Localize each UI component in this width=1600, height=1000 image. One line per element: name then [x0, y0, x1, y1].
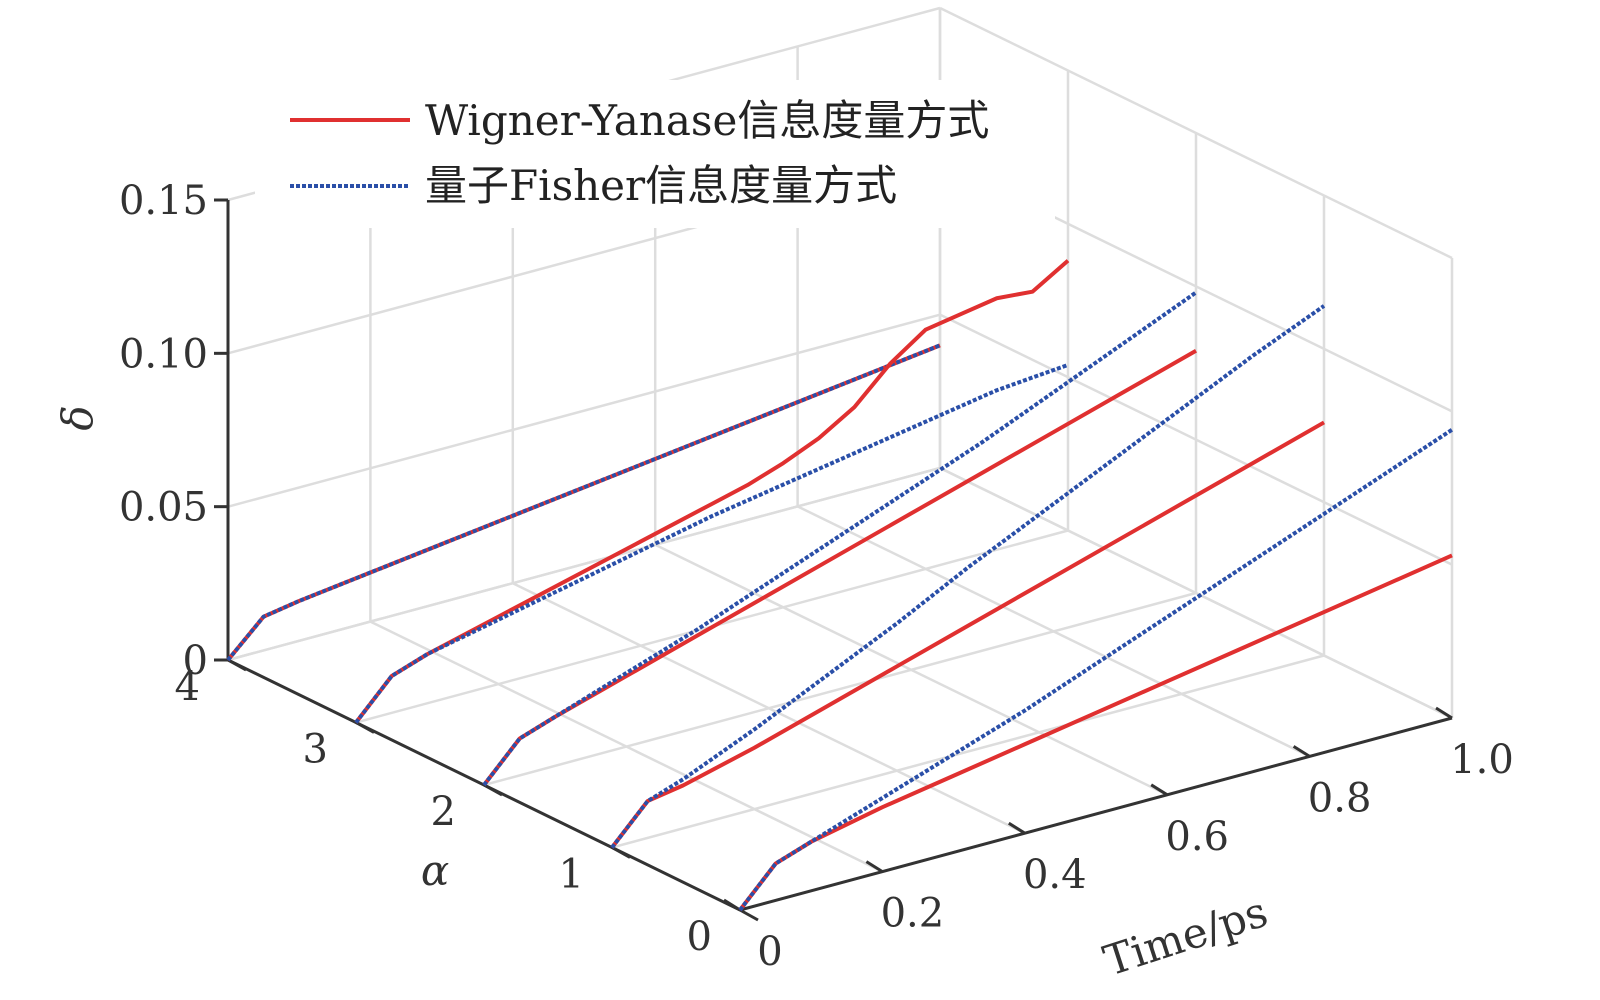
- x-tick-mark: [865, 860, 884, 873]
- x-tick-mark: [1008, 821, 1026, 835]
- wy-series-line-alpha-3: [354, 259, 1070, 724]
- z-tick-label: 0: [183, 638, 208, 684]
- floor-grid-line: [611, 654, 1325, 849]
- legend-label-wy: Wigner-Yanase信息度量方式: [425, 96, 989, 145]
- y-tick-mark: [483, 783, 503, 797]
- back-grid-line: [227, 466, 941, 662]
- legend-label-qfi: 量子Fisher信息度量方式: [425, 161, 897, 210]
- x-tick-label: 1.0: [1450, 737, 1514, 783]
- x-tick-label: 0.6: [1165, 814, 1229, 860]
- x-tick-mark: [1292, 745, 1311, 758]
- z-tick-label: 0.05: [119, 485, 208, 531]
- side-grid-line: [939, 466, 1453, 720]
- z-tick-label: 0.15: [119, 178, 208, 224]
- qfi-series-line-alpha-0: [738, 428, 1454, 912]
- wy-series-line-alpha-0: [738, 553, 1453, 912]
- qfi-series-line-alpha-2: [482, 290, 1198, 787]
- y-tick-mark: [611, 846, 631, 859]
- legend: Wigner-Yanase信息度量方式 量子Fisher信息度量方式: [255, 80, 1055, 228]
- axes: [214, 198, 1453, 922]
- qfi-series-line-alpha-3: [354, 363, 1069, 724]
- x-axis-line: [739, 716, 1453, 912]
- x-tick-label: 0.8: [1308, 775, 1372, 821]
- side-grid-line: [939, 6, 1453, 260]
- qfi-series-line-alpha-4: [226, 343, 941, 662]
- y-axis-label: α: [421, 846, 449, 895]
- wy-series-line-alpha-1: [610, 420, 1325, 849]
- x-axis-label: Time/ps: [1098, 887, 1274, 986]
- back-grid-line: [227, 313, 941, 508]
- qfi-series-line-alpha-1: [610, 304, 1326, 849]
- data-series: [226, 259, 1454, 912]
- x-tick-label: 0.2: [881, 891, 945, 937]
- y-tick-label: 0: [687, 914, 712, 960]
- y-tick-label: 3: [303, 727, 328, 773]
- legend-box: [255, 80, 1055, 228]
- z-tick-label: 0.10: [119, 331, 208, 377]
- x-tick-label: 0.4: [1023, 852, 1087, 898]
- y-tick-label: 1: [559, 852, 584, 898]
- x-tick-mark: [1150, 783, 1168, 797]
- floor-grid-line: [483, 591, 1197, 787]
- wy-series-line-alpha-4: [226, 343, 941, 662]
- y-tick-mark: [739, 908, 759, 922]
- y-tick-mark: [227, 658, 247, 672]
- x-tick-mark: [1435, 706, 1453, 720]
- x-tick-mark: [723, 898, 741, 912]
- side-grid-line: [939, 313, 1453, 566]
- y-tick-label: 2: [431, 789, 456, 835]
- y-tick-mark: [355, 721, 375, 734]
- z-axis-label: δ: [53, 405, 102, 430]
- x-tick-label: 0: [757, 929, 782, 975]
- y-tick-label: 4: [175, 664, 200, 710]
